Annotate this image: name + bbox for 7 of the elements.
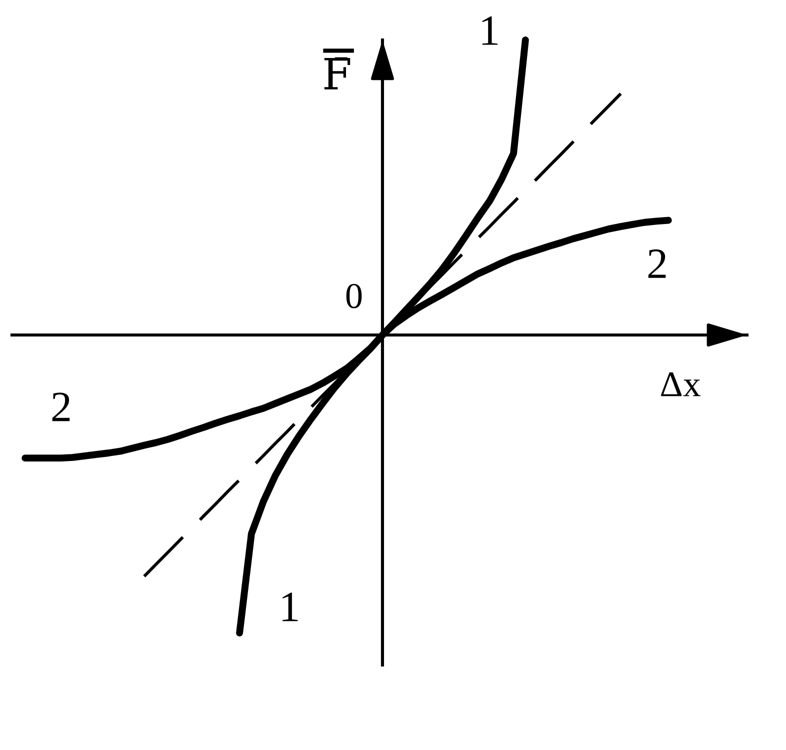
text: 2 [52,392,70,422]
series-label: 2 [648,249,666,278]
legend-label: 1 [482,16,498,45]
annotation: 0 [346,284,362,308]
y-axis-title: F̄ [324,57,350,90]
text: 1 [282,592,298,622]
x-axis-title: Δx [661,372,701,396]
